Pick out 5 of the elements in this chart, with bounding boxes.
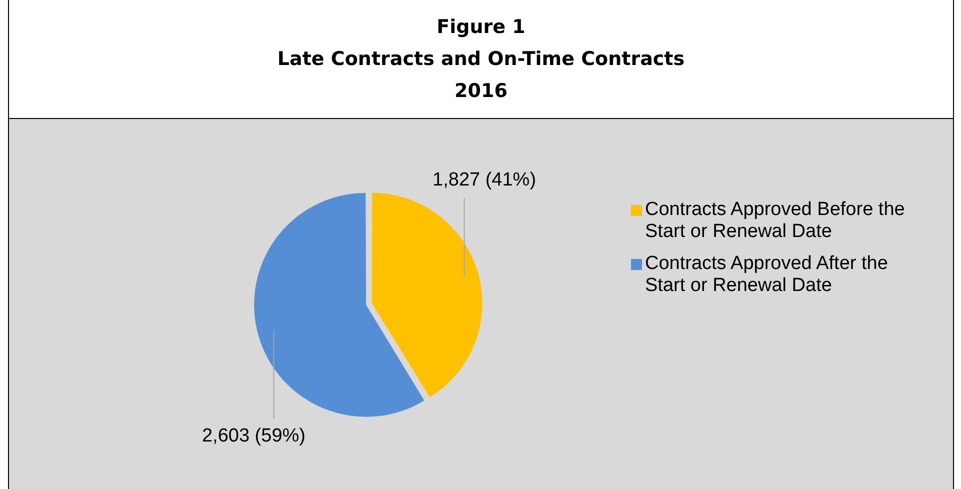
chart-title: Figure 1 Late Contracts and On-Time Contracts 2016 [9,0,953,119]
data-label: 2,603 (59%) [202,426,306,447]
data-label: 1,827 (41%) [432,170,536,191]
legend-label: Contracts Approved After the Start or Renewal Date [645,253,889,297]
legend-label: Contracts Approved Before the Start or Renewal Date [645,199,906,243]
